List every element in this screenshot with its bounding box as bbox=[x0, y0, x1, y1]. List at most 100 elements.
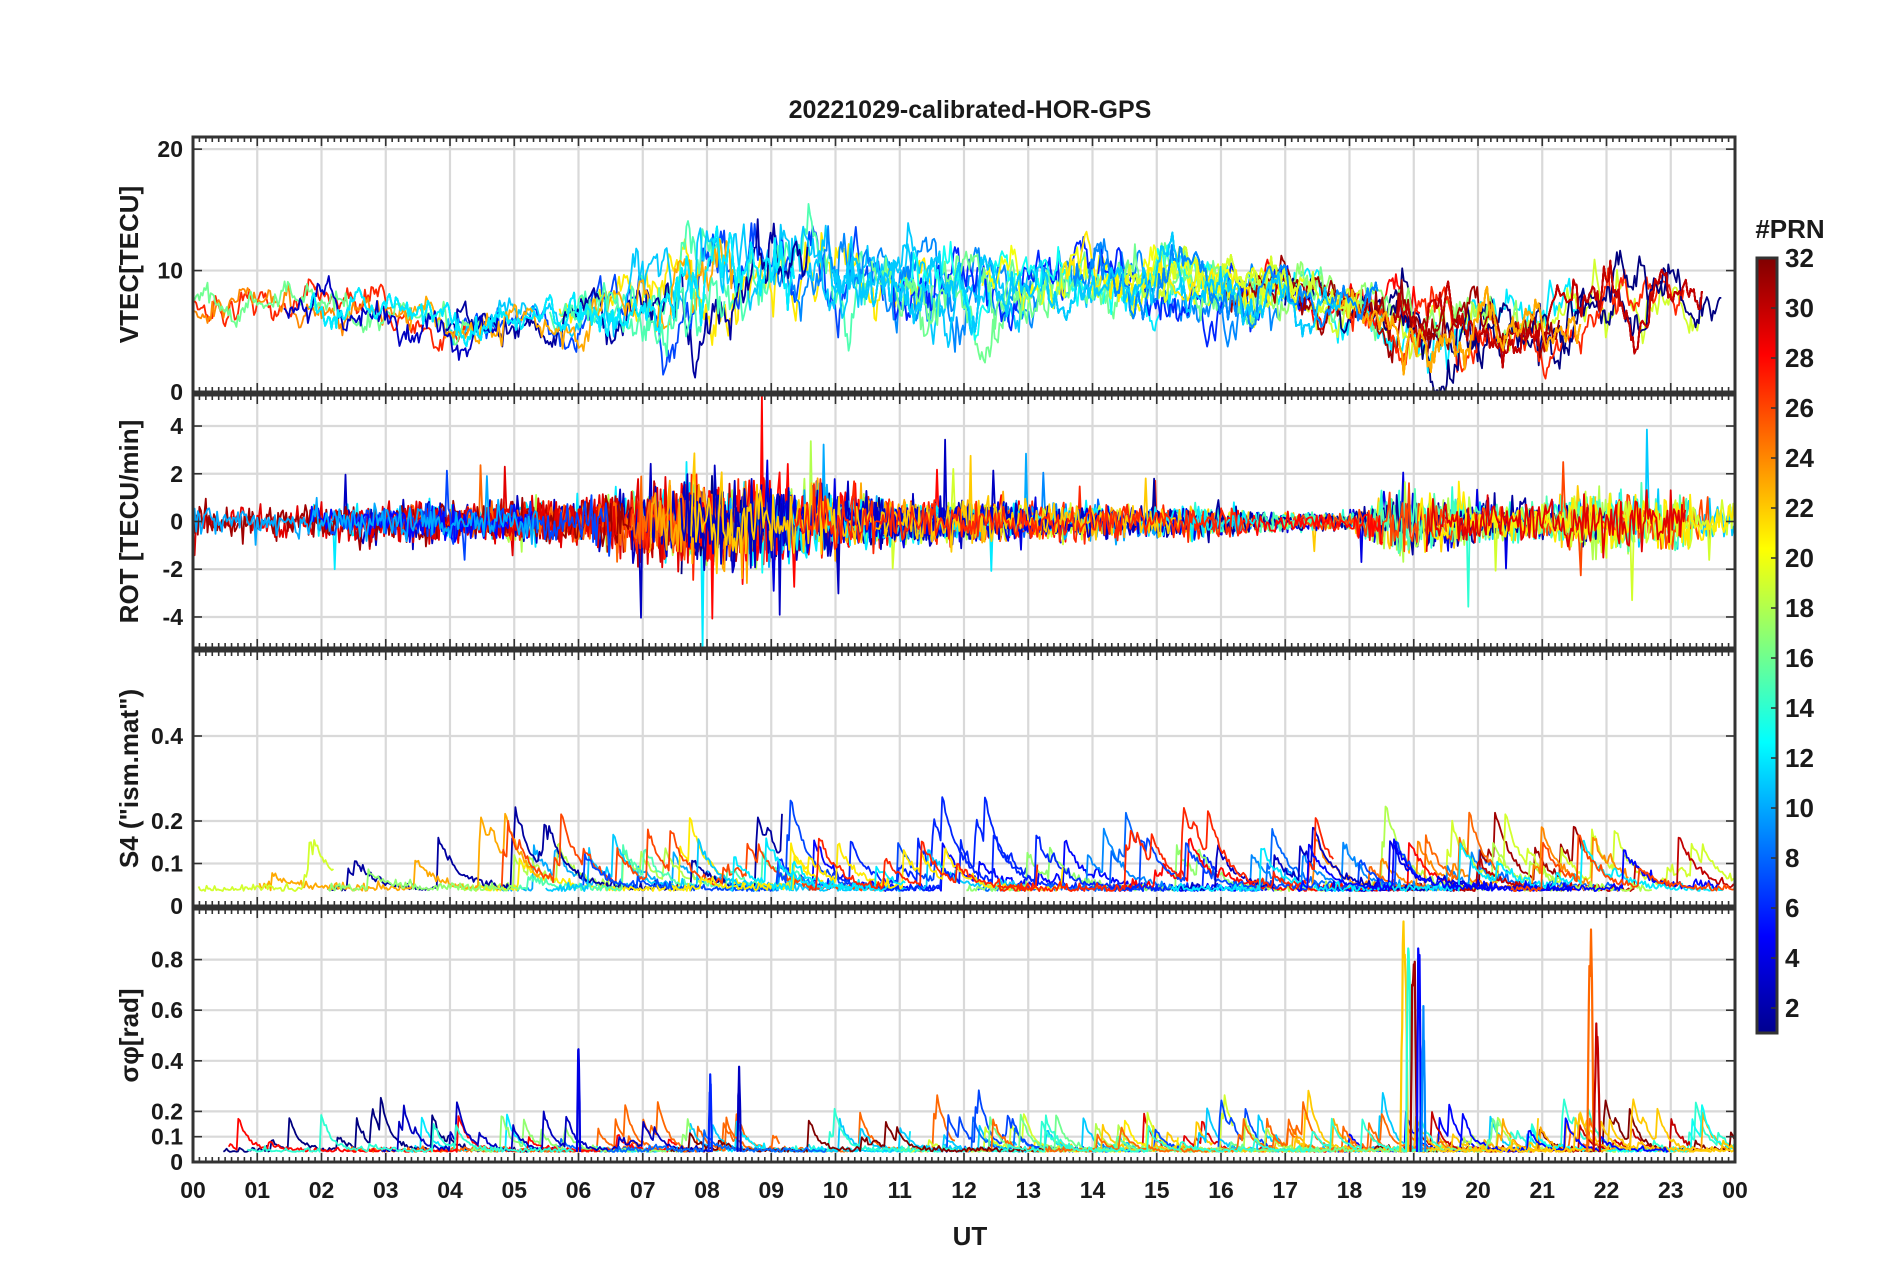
y-tick-label: 0.2 bbox=[151, 1098, 183, 1124]
panel-rot-series bbox=[193, 395, 1735, 648]
panel-sigma: 00.10.2 0.4 0.6 0.8 σφ[rad] bbox=[114, 907, 1737, 1175]
series-line-prn-9 bbox=[771, 225, 1040, 353]
burst-line-prn-3 bbox=[736, 1065, 742, 1152]
panel-rot-frame bbox=[191, 393, 1737, 650]
series-line-prn-14 bbox=[246, 1114, 574, 1153]
x-tick-label: 20 bbox=[1465, 1177, 1491, 1203]
panel-sigma-ylabel: σφ[rad] bbox=[114, 988, 144, 1082]
x-tick-label: 22 bbox=[1594, 1177, 1620, 1203]
x-tick-label: 19 bbox=[1401, 1177, 1427, 1203]
burst-line-prn-25 bbox=[1586, 928, 1595, 1152]
series-line-prn-6 bbox=[882, 796, 1192, 892]
colorbar-tick-label: 14 bbox=[1785, 693, 1814, 723]
series-line-prn-4 bbox=[1318, 840, 1492, 892]
panel-s4-frame bbox=[191, 649, 1737, 908]
colorbar-tick-label: 20 bbox=[1785, 543, 1814, 573]
series-line-prn-27 bbox=[996, 807, 1334, 892]
series-line-prn-11 bbox=[831, 231, 1342, 338]
panel-s4-ylabel: S4 ("ism.mat") bbox=[114, 689, 144, 868]
colorbar-tick-label: 12 bbox=[1785, 743, 1814, 773]
y-tick-label: 2 bbox=[170, 461, 183, 487]
series-line-prn-9 bbox=[1072, 243, 1379, 329]
panel-rot-ylabel: ROT [TECU/min] bbox=[114, 420, 144, 624]
series-line-prn-23 bbox=[1329, 285, 1582, 376]
x-tick-label: 18 bbox=[1337, 1177, 1363, 1203]
series-line-prn-23 bbox=[258, 812, 543, 892]
x-tick-label: 11 bbox=[888, 1177, 913, 1203]
x-tick-label: 03 bbox=[373, 1177, 399, 1203]
series-line-prn-10 bbox=[193, 475, 540, 546]
colorbar-tick-label: 8 bbox=[1785, 843, 1799, 873]
burst-line-prn-31 bbox=[1409, 960, 1419, 1152]
x-tick-label: 04 bbox=[437, 1177, 463, 1203]
burst-line-prn-5 bbox=[1415, 947, 1422, 1152]
series-line-prn-21 bbox=[671, 842, 1064, 892]
series-line-prn-17 bbox=[327, 868, 520, 892]
x-tick-label: 06 bbox=[566, 1177, 592, 1203]
series-line-prn-31 bbox=[1267, 272, 1560, 359]
y-tick-label: 0 bbox=[170, 1149, 183, 1175]
series-line-prn-27 bbox=[793, 478, 1250, 555]
series-line-prn-3 bbox=[381, 1101, 713, 1153]
panel-vtec: 0 10 20 VTEC[TECU] bbox=[114, 135, 1737, 405]
series-line-prn-12 bbox=[1170, 847, 1309, 892]
series-line-prn-2 bbox=[327, 806, 783, 892]
series-line-prn-27 bbox=[808, 837, 1039, 892]
panel-sigma-series bbox=[222, 920, 1735, 1153]
colorbar-tick-label: 18 bbox=[1785, 593, 1814, 623]
series-line-prn-5 bbox=[1296, 838, 1719, 892]
colorbar-tick-label: 10 bbox=[1785, 793, 1814, 823]
series-line-prn-15 bbox=[516, 844, 804, 892]
series-line-prn-25 bbox=[1359, 811, 1499, 892]
x-tick-labels: 00 01 02 03 04 05 06 07 08 09 10 11 12 13 14 15 16 17 18 19… bbox=[180, 1177, 1748, 1203]
series-line-prn-13 bbox=[898, 240, 1220, 341]
panel-vtec-series bbox=[193, 202, 1722, 392]
burst-line-prn-6 bbox=[707, 1073, 713, 1152]
series-line-prn-14 bbox=[1000, 1114, 1442, 1153]
x-tick-label: 21 bbox=[1529, 1177, 1555, 1203]
colorbar-tick-label: 30 bbox=[1785, 293, 1814, 323]
colorbar-title: #PRN bbox=[1755, 214, 1824, 244]
panel-sigma-frame bbox=[191, 907, 1737, 1164]
series-line-prn-19 bbox=[1125, 245, 1361, 319]
colorbar-tick-label: 6 bbox=[1785, 893, 1799, 923]
series-line-prn-19 bbox=[197, 839, 335, 892]
y-tick-label: 0.2 bbox=[151, 808, 183, 834]
series-line-prn-31 bbox=[1224, 254, 1445, 364]
burst-line-prn-30 bbox=[1592, 1022, 1602, 1152]
colorbar-tick-label: 28 bbox=[1785, 343, 1814, 373]
y-tick-label: 0 bbox=[170, 509, 183, 535]
series-line-prn-3 bbox=[283, 275, 499, 361]
y-tick-label: 0.1 bbox=[151, 1124, 183, 1150]
colorbar-bar bbox=[1755, 256, 1779, 1035]
x-tick-label: 05 bbox=[501, 1177, 527, 1203]
chart-title: 20221029-calibrated-HOR-GPS bbox=[789, 96, 1152, 124]
colorbar-tick-label: 4 bbox=[1785, 943, 1800, 973]
x-tick-label: 00 bbox=[180, 1177, 206, 1203]
y-tick-label: 20 bbox=[157, 136, 183, 162]
colorbar-tick-label: 22 bbox=[1785, 493, 1814, 523]
series-line-prn-16 bbox=[870, 243, 1268, 330]
x-tick-label: 02 bbox=[309, 1177, 335, 1203]
y-tick-label: 0.4 bbox=[151, 1048, 183, 1074]
y-tick-label: 0.4 bbox=[151, 723, 183, 749]
panel-vtec-frame bbox=[191, 135, 1737, 394]
colorbar-tick-label: 2 bbox=[1785, 993, 1799, 1023]
x-tick-label: 17 bbox=[1272, 1177, 1298, 1203]
panel-vtec-ylabel: VTEC[TECU] bbox=[114, 186, 144, 343]
x-tick-label: 00 bbox=[1722, 1177, 1748, 1203]
y-tick-label: 0 bbox=[170, 893, 183, 919]
series-line-prn-28 bbox=[1225, 509, 1384, 545]
x-tick-label: 07 bbox=[630, 1177, 656, 1203]
colorbar-tick-label: 24 bbox=[1785, 443, 1814, 473]
x-tick-label: 12 bbox=[951, 1177, 977, 1203]
series-line-prn-19 bbox=[1493, 490, 1735, 602]
series-line-prn-30 bbox=[1394, 259, 1703, 369]
series-line-prn-21 bbox=[558, 231, 932, 346]
panel-s4-series bbox=[197, 796, 1735, 892]
panel-s4: 0 0.1 0.2 0.4 S4 ("ism.mat") bbox=[114, 649, 1737, 919]
y-tick-label: 0.6 bbox=[151, 997, 183, 1023]
